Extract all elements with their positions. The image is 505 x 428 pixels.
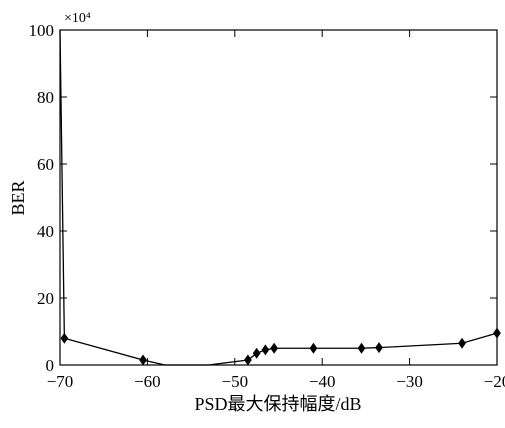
x-tick-label: −30 xyxy=(396,372,423,391)
data-point-marker xyxy=(458,337,466,349)
y-tick-label: 80 xyxy=(37,88,54,107)
data-point-marker xyxy=(309,342,318,354)
data-point-marker xyxy=(261,344,270,356)
x-tick-label: −70 xyxy=(47,372,74,391)
plot-frame xyxy=(59,29,498,366)
y-tick-label: 100 xyxy=(29,21,55,40)
data-point-marker xyxy=(357,342,366,354)
y-tick-label: 60 xyxy=(37,155,54,174)
x-tick-label: −40 xyxy=(309,372,336,391)
x-tick-label: −20 xyxy=(484,372,505,391)
y-axis-ticks: 0 20 40 60 80 100 xyxy=(29,21,497,375)
data-point-marker xyxy=(270,342,278,354)
y-tick-label: 40 xyxy=(37,222,54,241)
x-tick-label: −60 xyxy=(134,372,161,391)
data-point-marker xyxy=(493,327,501,339)
data-point-marker xyxy=(252,347,261,359)
series-layer xyxy=(59,29,501,366)
x-axis-label: PSD最大保持幅度/dB xyxy=(194,394,361,414)
series-line xyxy=(59,29,498,366)
data-point-marker xyxy=(244,354,252,366)
y-axis-label: BER xyxy=(8,180,28,215)
x-axis-ticks: −70 −60 −50 −40 −30 −20 xyxy=(47,30,505,391)
x-tick-label: −50 xyxy=(222,372,249,391)
y-tick-label: 0 xyxy=(46,356,55,375)
data-point-marker xyxy=(60,332,69,344)
y-tick-label: 20 xyxy=(37,289,54,308)
data-point-marker xyxy=(139,354,147,366)
data-point-marker xyxy=(375,342,383,354)
y-axis-multiplier: ×10⁴ xyxy=(64,11,91,26)
